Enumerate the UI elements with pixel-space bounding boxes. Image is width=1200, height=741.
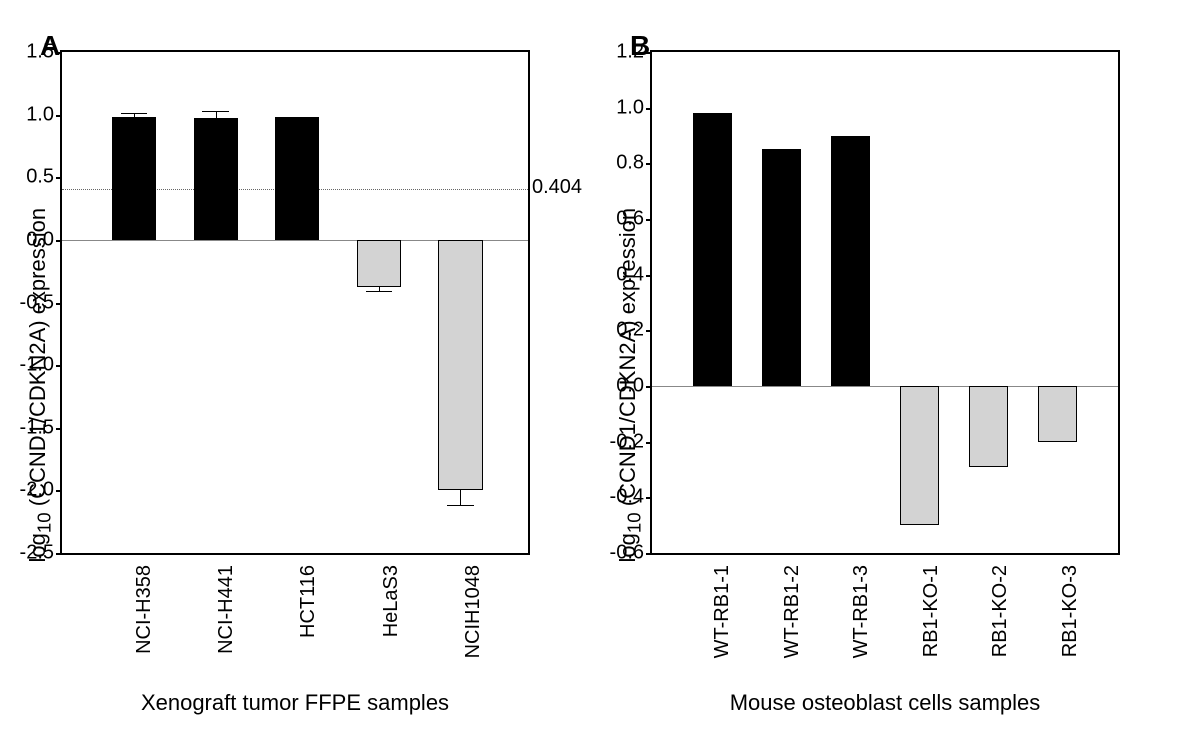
bar (900, 386, 940, 525)
bar (762, 149, 802, 386)
panel-b-xtitle: Mouse osteoblast cells samples (730, 690, 1041, 715)
figure: A log10 (CCND1/CDKN2A) expression -2.5-2… (0, 0, 1200, 741)
bar (1038, 386, 1078, 442)
bar (194, 118, 238, 239)
panel-b-plotbox: -0.6-0.4-0.20.00.20.40.60.81.01.2 (650, 50, 1120, 555)
x-tick-label: RB1-KO-1 (920, 565, 943, 657)
x-tick-label: HCT116 (297, 565, 320, 638)
x-tick-label: HeLaS3 (380, 565, 403, 637)
panel-a: A log10 (CCND1/CDKN2A) expression -2.5-2… (10, 20, 600, 721)
x-tick-label: NCIH1048 (462, 565, 485, 658)
panel-a-xticks: NCI-H358 NCI-H441 HCT116 HeLaS3 NCIH1048 (60, 555, 530, 685)
bar (275, 117, 319, 240)
panel-a-plotbox: -2.5-2.0-1.5-1.0-0.50.00.51.01.5 (60, 50, 530, 555)
x-tick-label: WT-RB1-1 (711, 565, 734, 658)
x-tick-label: RB1-KO-3 (1059, 565, 1082, 657)
bar (357, 240, 401, 288)
panel-b-xticks: WT-RB1-1 WT-RB1-2 WT-RB1-3 RB1-KO-1 RB1-KO-2… (650, 555, 1120, 685)
x-tick-label: RB1-KO-2 (989, 565, 1012, 657)
bar (693, 113, 733, 386)
bar (112, 117, 156, 240)
x-tick-label: NCI-H441 (215, 565, 238, 654)
panel-b: B log10 (CCND1/CDKN2A) expression -0.6-0… (600, 20, 1190, 721)
panel-a-xtitle: Xenograft tumor FFPE samples (141, 690, 449, 715)
bar (969, 386, 1009, 467)
x-tick-label: WT-RB1-2 (781, 565, 804, 658)
panel-a-ylabel: log10 (CCND1/CDKN2A) expression (25, 208, 55, 563)
bar (438, 240, 482, 491)
x-tick-label: WT-RB1-3 (850, 565, 873, 658)
panel-a-chart: log10 (CCND1/CDKN2A) expression -2.5-2.0… (10, 20, 600, 721)
threshold-label: 0.404 (532, 176, 582, 199)
panel-b-chart: log10 (CCND1/CDKN2A) expression -0.6-0.4… (600, 20, 1190, 721)
x-tick-label: NCI-H358 (133, 565, 156, 654)
bar (831, 136, 871, 387)
